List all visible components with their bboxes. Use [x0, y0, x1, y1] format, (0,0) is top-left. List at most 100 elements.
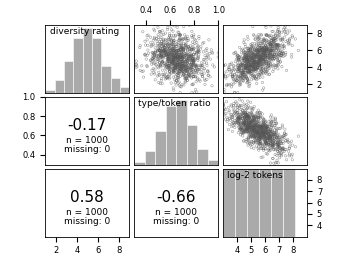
Point	[183, 60, 188, 64]
Point	[193, 68, 199, 72]
Point	[250, 58, 255, 62]
Point	[161, 53, 167, 58]
Point	[254, 129, 259, 133]
Point	[237, 116, 243, 120]
Point	[260, 112, 265, 116]
Point	[177, 47, 183, 51]
Point	[241, 106, 247, 111]
Point	[264, 32, 269, 37]
Point	[226, 127, 231, 132]
Point	[259, 50, 264, 55]
Point	[247, 130, 252, 135]
Point	[175, 77, 181, 81]
Point	[262, 131, 268, 135]
Point	[252, 74, 258, 78]
Point	[247, 130, 253, 134]
Point	[272, 128, 277, 132]
Point	[262, 49, 267, 54]
Point	[243, 66, 248, 70]
Point	[259, 128, 265, 132]
Point	[263, 47, 269, 52]
Point	[266, 142, 272, 147]
Point	[187, 74, 193, 78]
Point	[251, 53, 257, 57]
Point	[289, 34, 295, 38]
Point	[240, 72, 246, 77]
Point	[168, 36, 173, 40]
Point	[190, 42, 196, 47]
Point	[175, 57, 181, 62]
Point	[255, 65, 261, 70]
Point	[271, 41, 277, 45]
Point	[260, 125, 265, 130]
Point	[267, 52, 273, 56]
Point	[265, 123, 270, 128]
Point	[236, 57, 242, 62]
Point	[247, 118, 253, 122]
Point	[194, 76, 200, 80]
Point	[244, 81, 250, 85]
Point	[235, 110, 240, 115]
Point	[255, 48, 261, 52]
Point	[246, 121, 251, 125]
Point	[177, 67, 182, 72]
Point	[268, 38, 274, 43]
Point	[163, 65, 169, 70]
Bar	[73, 38, 83, 93]
Point	[252, 37, 258, 41]
Point	[189, 67, 195, 72]
Point	[263, 128, 269, 133]
Point	[250, 53, 255, 57]
Point	[172, 44, 177, 49]
Point	[261, 58, 267, 63]
Point	[261, 49, 266, 54]
Point	[177, 33, 183, 37]
Point	[172, 65, 177, 69]
Point	[254, 57, 260, 62]
Point	[269, 119, 275, 124]
Point	[252, 117, 257, 121]
Point	[171, 70, 176, 75]
Point	[272, 123, 277, 128]
Point	[239, 71, 245, 75]
Point	[172, 66, 178, 71]
Point	[287, 146, 292, 150]
Point	[233, 103, 238, 107]
Point	[240, 130, 246, 135]
Point	[242, 42, 248, 46]
Point	[167, 69, 172, 73]
Point	[238, 120, 243, 125]
Point	[255, 129, 260, 134]
Point	[191, 52, 196, 57]
Point	[268, 134, 274, 139]
Point	[258, 127, 263, 132]
Point	[161, 49, 167, 53]
Bar	[134, 161, 145, 164]
Point	[256, 56, 261, 60]
Point	[261, 60, 267, 64]
Point	[211, 65, 217, 69]
Point	[232, 114, 237, 118]
Point	[279, 136, 284, 140]
Point	[258, 53, 263, 58]
Point	[266, 142, 272, 147]
Point	[236, 125, 242, 130]
Point	[156, 48, 162, 52]
Point	[161, 39, 166, 44]
Point	[247, 126, 253, 130]
Point	[156, 47, 161, 51]
Point	[227, 122, 232, 127]
Point	[247, 114, 252, 119]
Point	[251, 55, 256, 60]
Point	[255, 128, 260, 133]
Point	[256, 115, 261, 119]
Point	[259, 40, 265, 44]
Point	[191, 58, 196, 62]
Point	[255, 115, 261, 120]
Point	[249, 139, 255, 144]
Point	[157, 81, 163, 86]
Point	[252, 131, 258, 135]
Point	[239, 75, 245, 79]
Point	[286, 147, 292, 151]
Point	[263, 141, 269, 145]
